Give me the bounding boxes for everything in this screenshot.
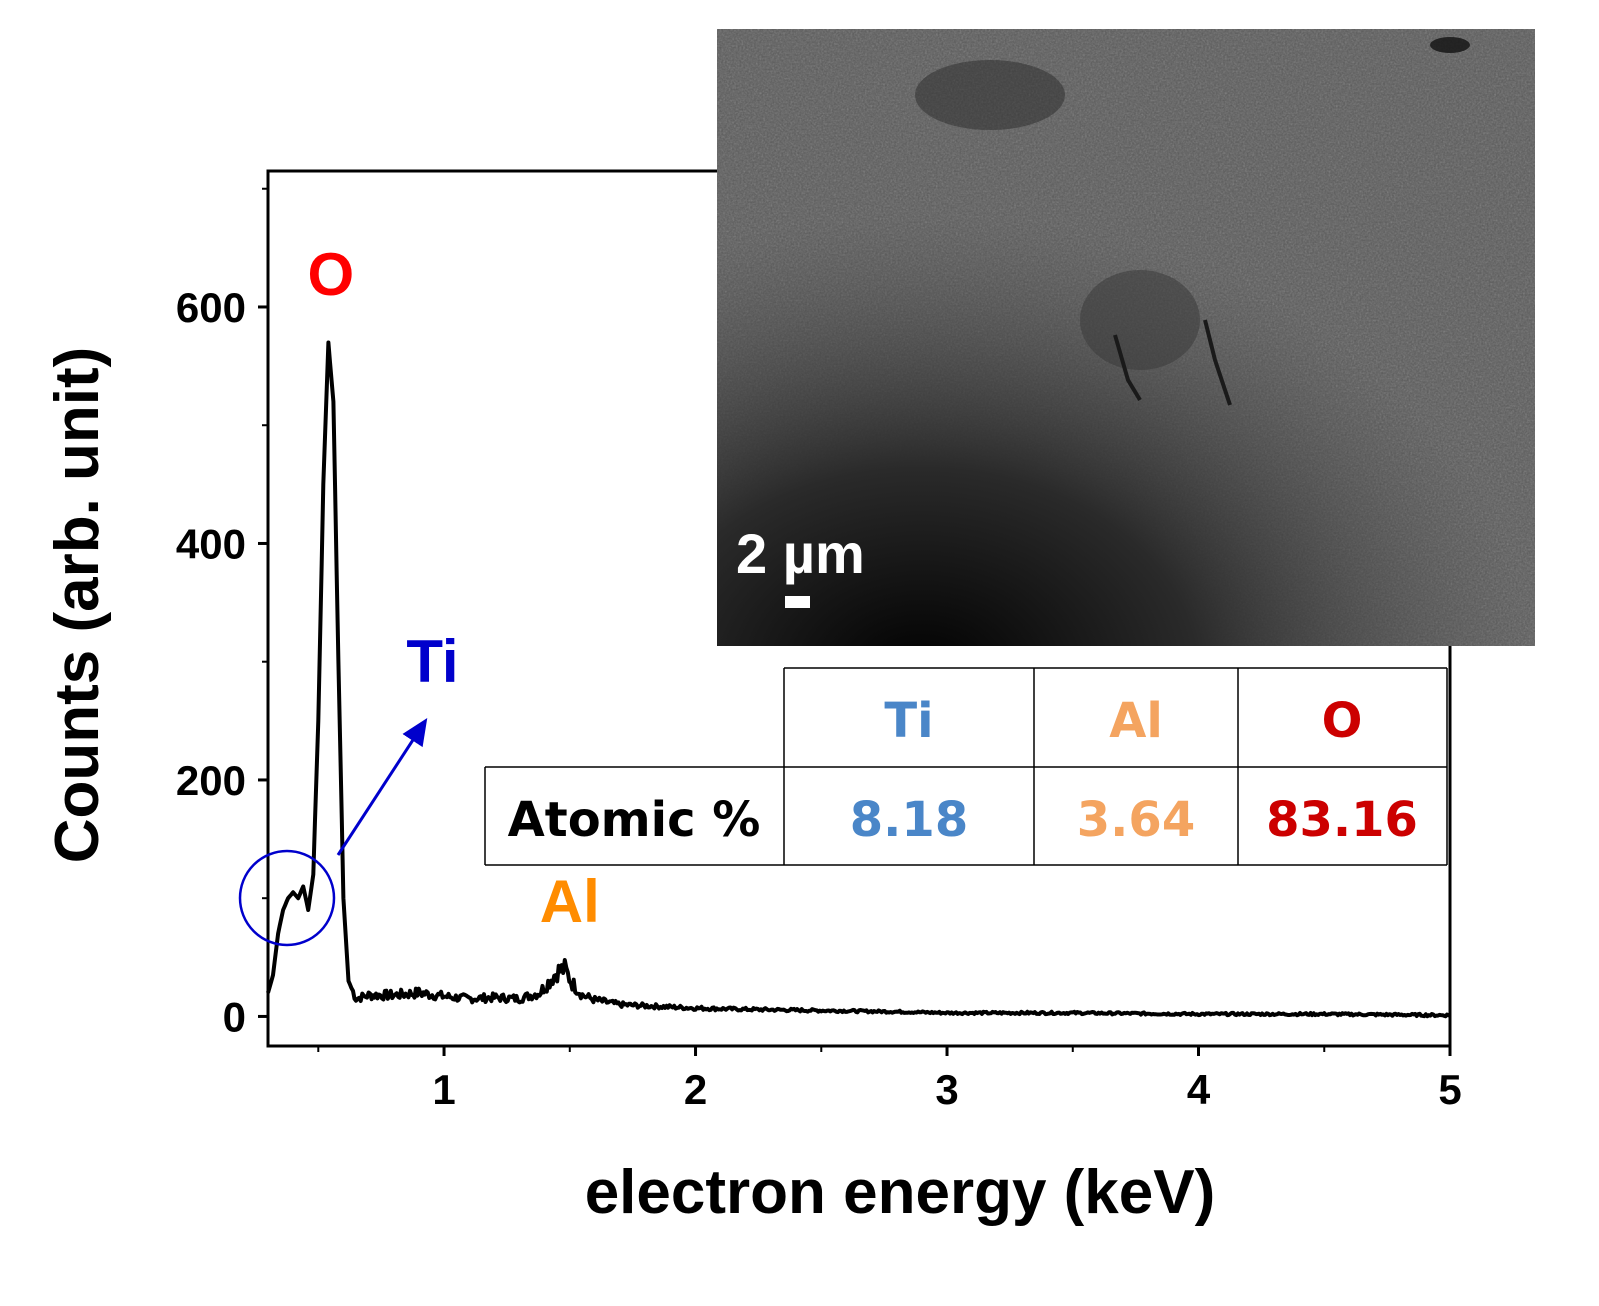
scale-bar-label: 2 µm	[736, 522, 865, 585]
sem-inset-image: 2 µm	[717, 29, 1535, 646]
table-value-ti: 8.18	[850, 792, 968, 848]
composition-table: Ti Al O Atomic % 8.18 3.64 83.16	[484, 667, 1448, 866]
table-value-al: 3.64	[1077, 792, 1195, 848]
y-axis-ticks: 0 200 400 600	[176, 187, 268, 1040]
y-tick-label: 600	[176, 284, 246, 331]
table-row-label: Atomic %	[508, 792, 761, 848]
y-axis-title: Counts (arb. unit)	[43, 347, 112, 864]
y-tick-label: 400	[176, 520, 246, 567]
scale-bar	[785, 596, 810, 608]
ti-highlight-circle	[238, 849, 336, 947]
ti-arrow	[336, 717, 428, 856]
x-tick-label: 5	[1438, 1066, 1461, 1113]
y-tick-label: 200	[176, 757, 246, 804]
spectrum-line	[266, 340, 1451, 1019]
x-axis-title: electron energy (keV)	[585, 1158, 1216, 1227]
x-tick-label: 3	[935, 1066, 958, 1113]
table-value-o: 83.16	[1266, 792, 1418, 848]
table-header-al: Al	[1109, 693, 1163, 749]
x-tick-label: 2	[684, 1066, 707, 1113]
y-tick-label: 0	[223, 993, 246, 1040]
x-axis-ticks: 1 2 3 4 5	[317, 1046, 1462, 1113]
x-tick-label: 4	[1187, 1066, 1211, 1113]
table-header-o: O	[1322, 693, 1363, 749]
table-header-ti: Ti	[884, 693, 933, 749]
peak-label-al: Al	[540, 868, 600, 935]
peak-label-o: O	[308, 241, 355, 308]
x-tick-label: 1	[432, 1066, 455, 1113]
peak-label-ti: Ti	[406, 628, 458, 695]
